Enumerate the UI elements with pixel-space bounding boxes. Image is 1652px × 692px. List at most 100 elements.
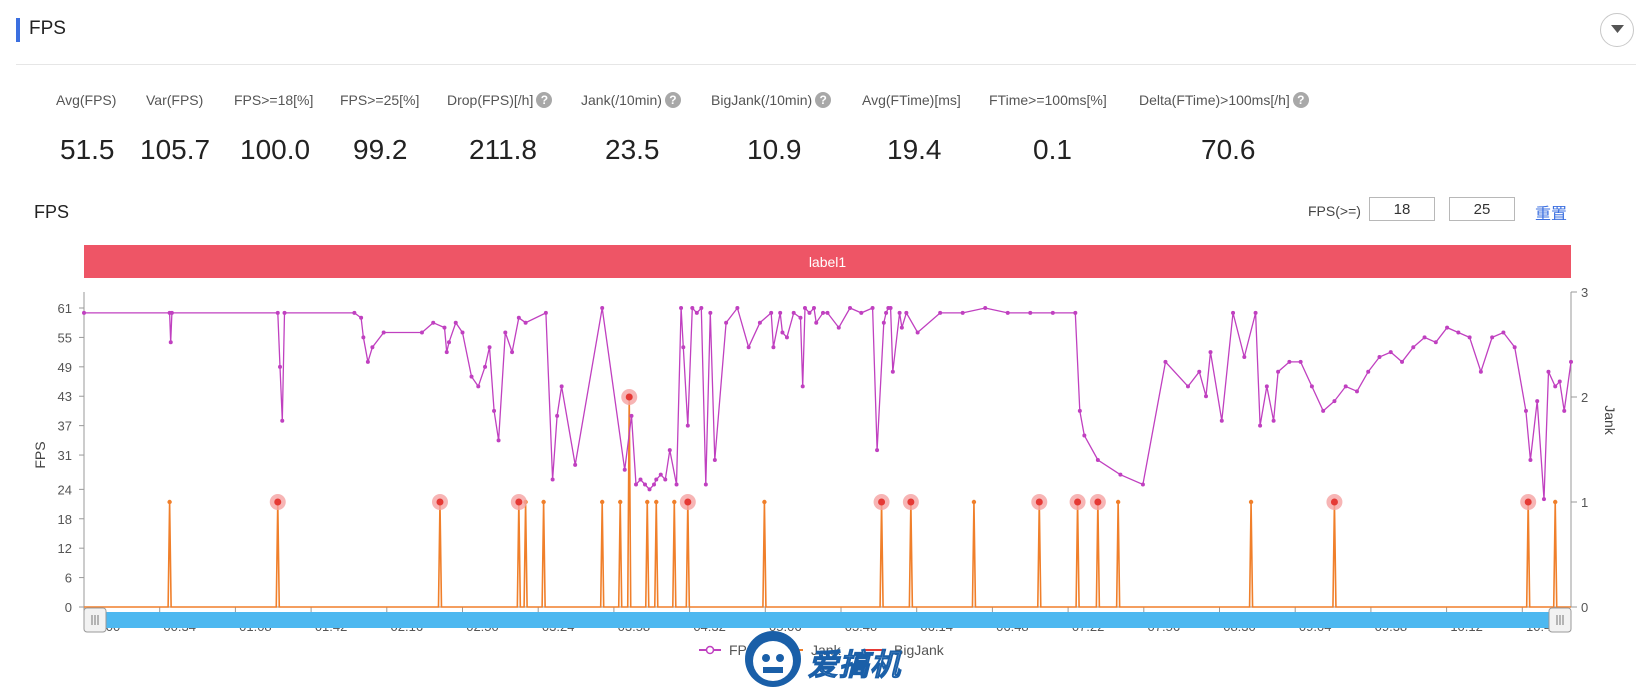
y-left-tick-label: 49: [58, 360, 72, 375]
jank-point: [971, 499, 977, 505]
fps-point: [169, 310, 174, 315]
metric-3: FPS>=25[%] 99.2: [340, 92, 420, 165]
fps-threshold-high-input[interactable]: [1449, 197, 1515, 221]
fps-point: [419, 330, 424, 335]
fps-point: [492, 408, 497, 413]
metric-label-text: Avg(FPS): [56, 92, 117, 108]
fps-point: [1095, 457, 1100, 462]
fps-point: [679, 306, 684, 310]
fps-point: [523, 320, 528, 325]
fps-point: [735, 306, 740, 310]
fps-point: [1163, 359, 1168, 364]
fps-point: [1140, 482, 1145, 487]
fps-point: [543, 310, 548, 315]
help-icon[interactable]: ?: [536, 92, 553, 108]
fps-point: [658, 472, 663, 477]
fps-point: [573, 462, 578, 467]
jank-point: [654, 499, 659, 505]
fps-point: [1445, 325, 1450, 330]
bigjank-point: [625, 393, 633, 401]
metric-value: 105.7: [140, 134, 211, 165]
metric-1: Var(FPS) 105.7: [140, 92, 210, 165]
y-left-tick-label: 61: [58, 301, 72, 316]
jank-point: [541, 499, 546, 505]
fps-point: [1467, 335, 1472, 340]
fps-point: [712, 457, 717, 462]
fps-point: [1541, 497, 1546, 502]
zoom-slider-track[interactable]: [84, 612, 1571, 628]
fps-point: [600, 306, 605, 310]
fps-point: [278, 364, 283, 369]
fps-point: [1354, 389, 1359, 394]
legend-item-label: BigJank: [894, 642, 945, 658]
fps-point: [769, 310, 774, 315]
fps-point: [1411, 345, 1416, 350]
fps-point: [654, 477, 659, 482]
bigjank-point: [1330, 498, 1338, 506]
bigjank-point: [1074, 498, 1082, 506]
fps-point: [1456, 330, 1461, 335]
y-left-tick-label: 18: [58, 512, 72, 527]
metric-label: FPS>=18[%]: [234, 92, 313, 108]
fps-point: [359, 315, 364, 320]
fps-point: [633, 482, 638, 487]
metric-label-text: Var(FPS): [146, 92, 204, 108]
jank-point: [599, 499, 605, 505]
y-left-tick-label: 12: [58, 541, 72, 556]
fps-point: [807, 310, 812, 315]
fps-point: [938, 310, 943, 315]
fps-point: [381, 330, 386, 335]
fps-point: [694, 310, 699, 315]
metric-label-text: Drop(FPS)[/h]: [447, 92, 534, 108]
fps-point: [915, 330, 920, 335]
y-right-axis-title: Jank: [1602, 405, 1618, 436]
fps-point: [643, 482, 648, 487]
section-header: FPS: [16, 16, 1636, 42]
fps-point: [1204, 394, 1209, 399]
fps-point: [897, 310, 902, 315]
fps-point: [674, 482, 679, 487]
fps-point: [496, 438, 501, 443]
fps-point: [1264, 384, 1269, 389]
metric-value: 0.1: [1033, 134, 1072, 165]
fps-point: [1118, 472, 1123, 477]
collapse-button[interactable]: [1600, 13, 1634, 47]
fps-point: [663, 477, 668, 482]
metric-label: Var(FPS): [146, 92, 203, 108]
fps-point: [884, 310, 889, 315]
metric-6: BigJank(/10min)? 10.9: [711, 92, 832, 165]
metric-4: Drop(FPS)[/h]? 211.8: [447, 92, 553, 165]
fps-point: [1400, 359, 1405, 364]
bigjank-point: [907, 498, 915, 506]
fps-point: [703, 482, 708, 487]
bigjank-point: [1035, 498, 1043, 506]
fps-point: [442, 325, 447, 330]
fps-point: [859, 310, 864, 315]
fps-point: [510, 350, 515, 355]
metric-label: Drop(FPS)[/h]?: [447, 92, 553, 108]
fps-point: [638, 477, 643, 482]
fps-threshold-low-input[interactable]: [1369, 197, 1435, 221]
reset-link[interactable]: 重置: [1535, 206, 1568, 223]
metric-0: Avg(FPS) 51.5: [56, 92, 116, 165]
fps-point: [1005, 310, 1010, 315]
fps-point: [168, 340, 173, 345]
jank-series-line: [84, 396, 1571, 608]
metric-label-text: FPS>=25[%]: [340, 92, 420, 108]
watermark-logo-icon: [745, 631, 801, 687]
metric-5: Jank(/10min)? 23.5: [581, 92, 681, 165]
help-icon[interactable]: ?: [664, 92, 681, 108]
help-icon[interactable]: ?: [1292, 92, 1309, 108]
metric-label: BigJank(/10min)?: [711, 92, 832, 108]
help-icon[interactable]: ?: [815, 92, 832, 108]
fps-point: [875, 448, 880, 453]
metric-label: Avg(FPS): [56, 92, 116, 108]
bigjank-point: [274, 498, 282, 506]
fps-point: [1253, 310, 1258, 315]
metric-value: 10.9: [747, 134, 802, 165]
jank-point: [167, 499, 172, 505]
fps-point: [476, 384, 481, 389]
fps-point: [1343, 384, 1348, 389]
y-left-axis-title: FPS: [32, 441, 48, 468]
fps-point: [699, 306, 704, 310]
